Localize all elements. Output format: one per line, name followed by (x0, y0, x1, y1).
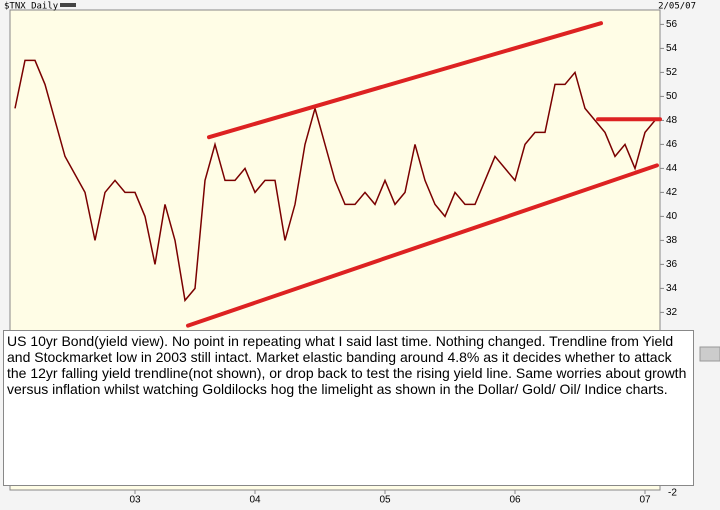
x-tick-label: 04 (249, 495, 261, 506)
y-tick-label: 36 (666, 259, 678, 270)
chart-date: 2/05/07 (658, 2, 696, 12)
y-tick-label: 48 (666, 115, 678, 126)
x-tick-label: 03 (129, 495, 141, 506)
scroll-thumb (699, 346, 720, 362)
price-line (14, 59, 656, 303)
x-tick-label: 07 (639, 495, 651, 506)
x-tick-label: 06 (509, 495, 521, 506)
lower-axis-label: -2 (668, 488, 677, 499)
y-tick-label: 42 (666, 187, 678, 198)
y-tick-label: 52 (666, 67, 678, 78)
trendline (186, 163, 659, 328)
trendline (207, 21, 603, 140)
y-tick-label: 44 (666, 163, 678, 174)
y-tick-label: 40 (666, 211, 678, 222)
y-tick-label: 50 (666, 91, 678, 102)
menu-icon (60, 3, 76, 7)
y-tick-label: 56 (666, 19, 678, 30)
y-tick-label: 46 (666, 139, 678, 150)
x-tick-label: 05 (379, 495, 391, 506)
y-tick-label: 32 (666, 307, 678, 318)
chart-title: $TNX Daily (4, 2, 59, 12)
y-tick-label: 34 (666, 283, 678, 294)
y-tick-label: 54 (666, 43, 678, 54)
y-tick-label: 38 (666, 235, 678, 246)
commentary: US 10yr Bond(yield view). No point in re… (3, 330, 694, 486)
